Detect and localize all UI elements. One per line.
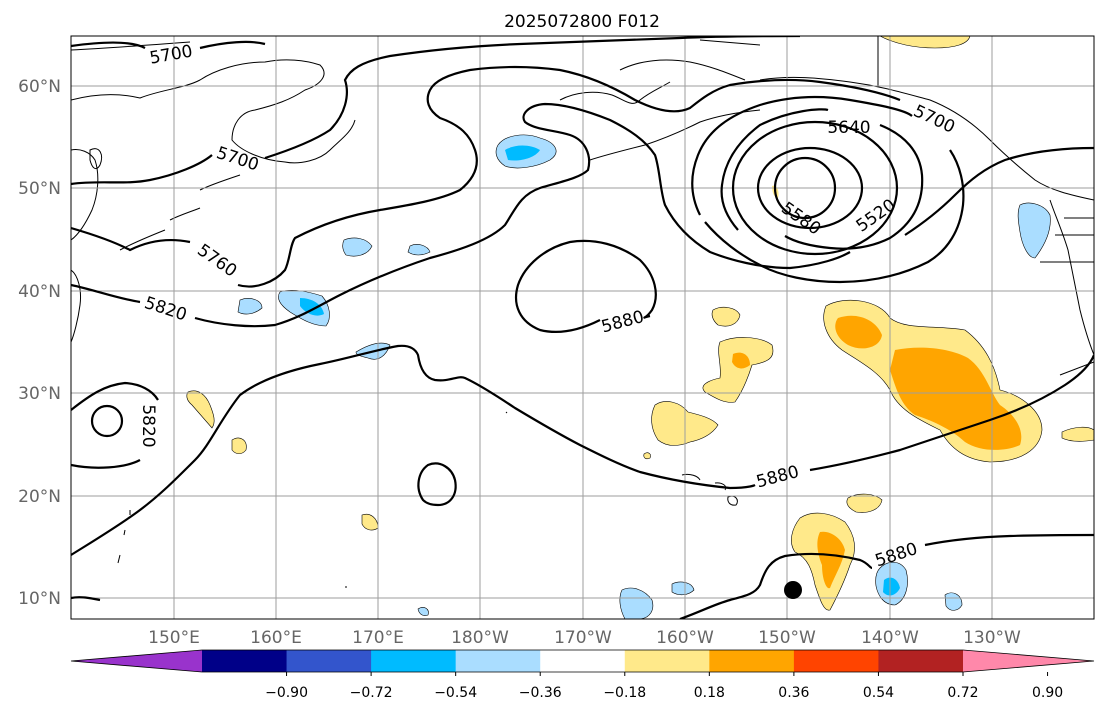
- contour-label: 5820: [142, 293, 189, 325]
- colorbar-outline: [70, 649, 1095, 673]
- contour-label: 5700: [910, 101, 958, 137]
- contour-label: 5760: [193, 240, 240, 281]
- lon-label: 160°W: [656, 628, 714, 648]
- lon-label: 150°W: [758, 628, 816, 648]
- colorbar-tick-label: 0.54: [863, 685, 894, 701]
- negative-anomaly-fills: [237, 134, 1051, 619]
- colorbar-segment: [709, 650, 795, 672]
- lat-label: 40°N: [18, 282, 61, 302]
- contour-label: 5640: [827, 118, 870, 138]
- lat-label: 30°N: [18, 384, 61, 404]
- lat-label: 10°N: [18, 589, 61, 609]
- colorbar-tick-label: −0.36: [519, 685, 562, 701]
- lon-label: 170°W: [554, 628, 612, 648]
- colorbar-tick-label: 0.72: [947, 685, 978, 701]
- lat-label: 20°N: [18, 487, 61, 507]
- contour-label: 5880: [599, 307, 646, 338]
- colorbar-tick-label: 0.18: [694, 685, 725, 701]
- colorbar-extend-high: [963, 650, 1094, 672]
- longitude-labels: 150°E 160°E 170°E 180°W 170°W 160°W 150°…: [148, 628, 1021, 648]
- colorbar-segment: [286, 650, 372, 672]
- latitude-labels: 60°N 50°N 40°N 30°N 20°N 10°N: [18, 77, 61, 609]
- gridlines: [71, 36, 1094, 619]
- colorbar-segment: [878, 650, 964, 672]
- colorbar-segment: [793, 650, 879, 672]
- colorbar: −0.90 −0.72 −0.54 −0.36 −0.18 0.18 0.36 0.54 0.7…: [70, 649, 1095, 701]
- lon-label: 180°W: [451, 628, 509, 648]
- lon-label: 160°E: [250, 628, 302, 648]
- lat-label: 60°N: [18, 77, 61, 97]
- colorbar-tick-label: −0.18: [603, 685, 646, 701]
- lat-label: 50°N: [18, 179, 61, 199]
- coastlines: [71, 36, 1094, 588]
- storm-center-marker: [784, 581, 802, 599]
- colorbar-tick-label: −0.90: [265, 685, 308, 701]
- colorbar-segment: [455, 650, 541, 672]
- colorbar-tick-label: 0.90: [1032, 685, 1063, 701]
- lon-label: 140°W: [861, 628, 919, 648]
- lon-label: 130°W: [963, 628, 1021, 648]
- lon-label: 150°E: [148, 628, 200, 648]
- contour-label: 5700: [148, 41, 194, 68]
- colorbar-tick-label: −0.54: [434, 685, 477, 701]
- contour-label: 5880: [754, 462, 801, 493]
- contour-label: 5820: [138, 404, 158, 447]
- colorbar-extend-low: [71, 650, 202, 672]
- colorbar-segment: [371, 650, 457, 672]
- colorbar-segment: [540, 650, 626, 672]
- lon-label: 170°E: [352, 628, 404, 648]
- height-contours: [71, 36, 1094, 619]
- contour-label: 5580: [777, 198, 824, 239]
- contour-label: 5700: [214, 143, 261, 175]
- map-frame: [70, 35, 1095, 620]
- map-title: 2025072800 F012: [504, 12, 660, 32]
- colorbar-segment: [202, 650, 288, 672]
- colorbar-tick-label: −0.72: [350, 685, 393, 701]
- colorbar-segment: [624, 650, 710, 672]
- colorbar-tick-label: 0.36: [778, 685, 809, 701]
